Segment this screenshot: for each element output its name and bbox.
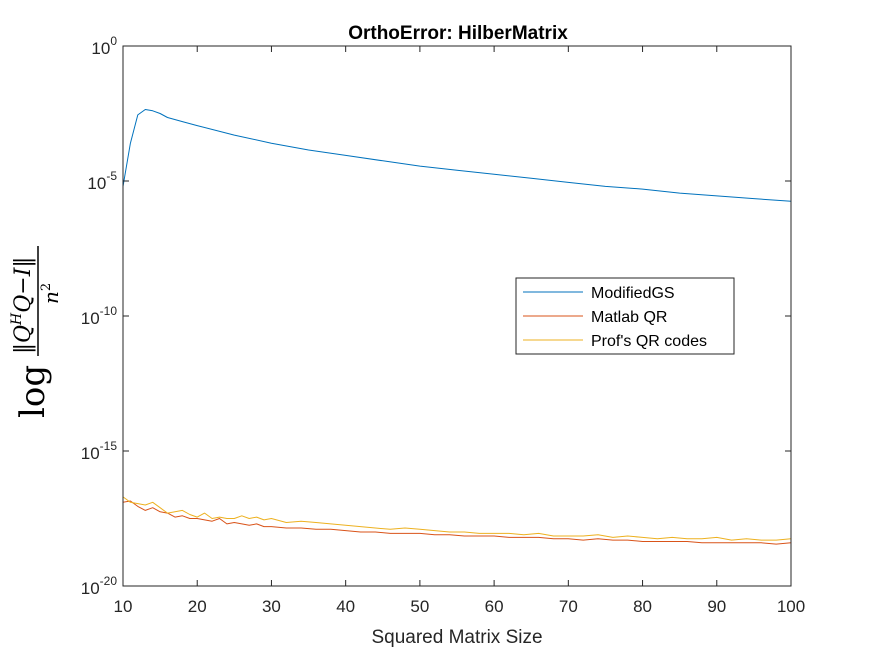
x-tick-label: 90: [707, 597, 726, 616]
x-tick-label: 100: [777, 597, 805, 616]
y-axis: 10-20 10-15 10-10 10-5 100: [81, 34, 791, 598]
y-tick-label: 10-15: [81, 439, 118, 463]
x-tick-label: 50: [410, 597, 429, 616]
x-tick-label: 20: [188, 597, 207, 616]
x-tick-label: 40: [336, 597, 355, 616]
x-axis-label: Squared Matrix Size: [371, 627, 542, 648]
series-line-2: [122, 496, 792, 541]
legend-label: ModifiedGS: [591, 285, 675, 302]
y-tick-label: 10-10: [81, 304, 118, 328]
y-axis-label: log ‖QHQ−I‖ n2: [9, 246, 63, 418]
legend-label: Prof's QR codes: [591, 333, 707, 350]
x-tick-label: 70: [559, 597, 578, 616]
y-axis-label-denominator: n2: [39, 283, 63, 304]
legend-label: Matlab QR: [591, 309, 667, 326]
series-line-0: [122, 109, 792, 202]
series-layer: [122, 109, 792, 545]
y-axis-label-log: log: [13, 365, 53, 418]
x-axis: 10 20 30 40 50 60 70 80 90 100: [114, 46, 805, 616]
x-tick-label: 60: [485, 597, 504, 616]
series-line-1: [122, 500, 792, 545]
legend: ModifiedGS Matlab QR Prof's QR codes: [515, 277, 735, 355]
x-tick-label: 10: [114, 597, 133, 616]
x-tick-label: 80: [633, 597, 652, 616]
x-tick-label: 30: [262, 597, 281, 616]
y-tick-label: 10-20: [81, 574, 118, 598]
y-tick-label: 100: [91, 34, 117, 58]
y-tick-label: 10-5: [87, 169, 117, 193]
chart-title: OrthoError: HilberMatrix: [348, 23, 568, 44]
y-axis-label-numerator: ‖QHQ−I‖: [9, 257, 36, 354]
